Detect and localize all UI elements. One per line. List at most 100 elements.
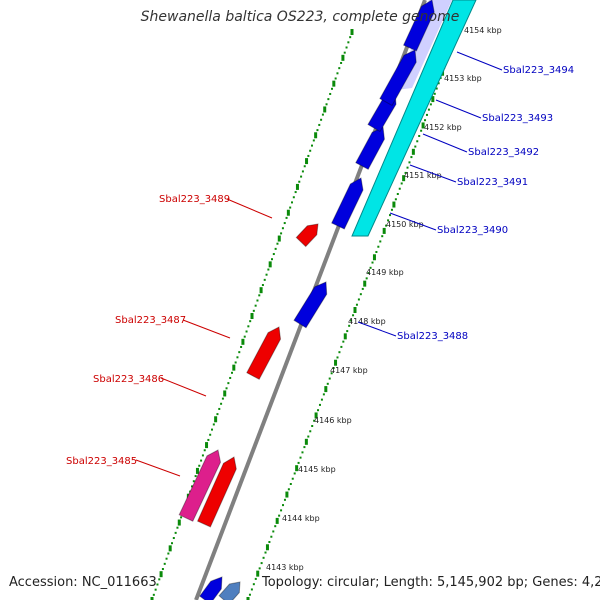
gene-arrow-sbal223_3486[interactable] — [196, 456, 237, 528]
inner-track-dot — [353, 307, 357, 313]
outer-track-dot — [177, 519, 181, 526]
gene-label-sbal223_3488[interactable]: Sbal223_3488 — [397, 331, 468, 342]
outer-track-dot — [267, 268, 270, 271]
outer-track-dot — [223, 390, 227, 397]
inner-track-dot — [322, 393, 325, 396]
inner-track-dot — [258, 567, 261, 570]
outer-track-dot — [220, 402, 223, 405]
outer-track-dot — [341, 54, 345, 61]
inner-track-dot — [429, 103, 432, 106]
outer-track-dot — [241, 338, 245, 345]
outer-track-dot — [311, 144, 313, 147]
inner-track-dot — [348, 324, 351, 327]
gene-label-leader — [226, 198, 273, 219]
outer-track-dot — [232, 364, 236, 371]
gene-arrow[interactable] — [218, 581, 241, 600]
inner-track-dot — [435, 87, 438, 90]
outer-track-dot — [236, 356, 239, 359]
inner-track-dot — [285, 491, 289, 498]
gene-arrow-sbal223_3488[interactable] — [293, 281, 328, 329]
inner-track-dot — [283, 498, 286, 501]
gene-arrow-sbal223_3494[interactable] — [402, 0, 435, 52]
inner-track-dot — [307, 435, 310, 438]
outer-track-dot — [314, 132, 318, 139]
gene-label-sbal223_3490[interactable]: Sbal223_3490 — [437, 225, 508, 236]
outer-track-dot — [265, 273, 268, 276]
inner-track-dot — [303, 446, 306, 449]
inner-track-dot — [379, 240, 382, 243]
outer-track-dot — [252, 309, 255, 312]
outer-track-dot — [336, 72, 339, 75]
outer-track-dot — [286, 209, 290, 216]
inner-track-dot — [416, 140, 419, 143]
outer-track-dot — [174, 531, 177, 534]
inner-track-dot — [382, 227, 386, 234]
tick-label: 4145 kbp — [298, 465, 336, 474]
outer-track-dot — [165, 557, 168, 560]
inner-track-dot — [299, 456, 302, 459]
gene-label-sbal223_3487[interactable]: Sbal223_3487 — [115, 315, 186, 326]
gene-label-sbal223_3485[interactable]: Sbal223_3485 — [66, 456, 137, 467]
outer-track-dot — [218, 407, 221, 410]
outer-track-dot — [243, 335, 246, 338]
outer-track-dot — [152, 593, 155, 596]
outer-track-dot — [281, 227, 284, 230]
tick-layer: 4143 kbp 4144 kbp 4145 kbp 4146 kbp 4147 kbp… — [266, 26, 502, 572]
outer-track-dot — [294, 191, 297, 194]
gene-label-leader — [435, 99, 482, 119]
gene-label-sbal223_3491[interactable]: Sbal223_3491 — [457, 177, 528, 188]
gene-label-sbal223_3486[interactable]: Sbal223_3486 — [93, 374, 164, 385]
outer-track-dot — [180, 516, 183, 519]
outer-track-dot — [300, 175, 303, 178]
outer-track-dot — [305, 158, 309, 165]
outer-track-dot — [301, 170, 304, 173]
gene-arrow-sbal223_3491[interactable] — [355, 126, 385, 170]
outer-track-dot — [214, 416, 218, 423]
gene-arrow[interactable] — [199, 576, 223, 600]
inner-track-dot — [301, 451, 304, 454]
outer-track-dot — [343, 51, 346, 54]
outer-track-dot — [289, 206, 292, 209]
inner-track-dot — [390, 208, 393, 211]
inner-track-dot — [256, 570, 260, 577]
inner-track-dot — [342, 340, 345, 343]
dotted-track-inner — [246, 17, 464, 600]
gene-label-sbal223_3492[interactable]: Sbal223_3492 — [468, 147, 539, 158]
inner-track-dot — [262, 556, 265, 559]
outer-track-dot — [200, 459, 203, 462]
inner-track-dot — [254, 577, 257, 580]
gene-label-leader — [357, 321, 397, 337]
outer-track-dot — [238, 351, 241, 354]
outer-track-dot — [318, 123, 321, 126]
inner-track-dot — [272, 530, 275, 533]
outer-track-dot — [312, 139, 315, 142]
gene-label-sbal223_3494[interactable]: Sbal223_3494 — [503, 65, 574, 76]
gene-label-sbal223_3493[interactable]: Sbal223_3493 — [482, 113, 553, 124]
gene-label-leader — [409, 164, 457, 183]
inner-track-dot — [282, 504, 285, 507]
outer-track-dot — [198, 464, 201, 467]
outer-track-dot — [163, 562, 166, 565]
gene-arrow-sbal223_3490[interactable] — [331, 177, 364, 230]
inner-track-dot — [357, 298, 360, 301]
outer-track-dot — [227, 382, 230, 385]
outer-track-dot — [334, 77, 337, 80]
gene-arrow-sbal223_3489[interactable] — [295, 223, 319, 248]
inner-track-dot — [265, 544, 269, 551]
outer-track-dot — [285, 216, 288, 219]
tick-label: 4144 kbp — [282, 514, 320, 523]
gene-arrow-sbal223_3485[interactable] — [178, 449, 222, 522]
gene-arrow-sbal223_3493[interactable] — [379, 49, 417, 107]
inner-track-dot — [343, 333, 347, 340]
inner-track-dot — [394, 198, 397, 201]
gene-arrow-sbal223_3487[interactable] — [246, 326, 282, 380]
outer-track-dot — [325, 103, 328, 106]
outer-track-dot — [249, 320, 252, 323]
inner-track-dot — [317, 409, 320, 412]
outer-track-dot — [191, 485, 193, 488]
gene-label-sbal223_3489[interactable]: Sbal223_3489 — [159, 194, 230, 205]
outer-track-dot — [338, 67, 341, 70]
outer-track-dot — [172, 537, 175, 540]
outer-track-dot — [272, 253, 275, 256]
outer-track-dot — [209, 433, 212, 436]
